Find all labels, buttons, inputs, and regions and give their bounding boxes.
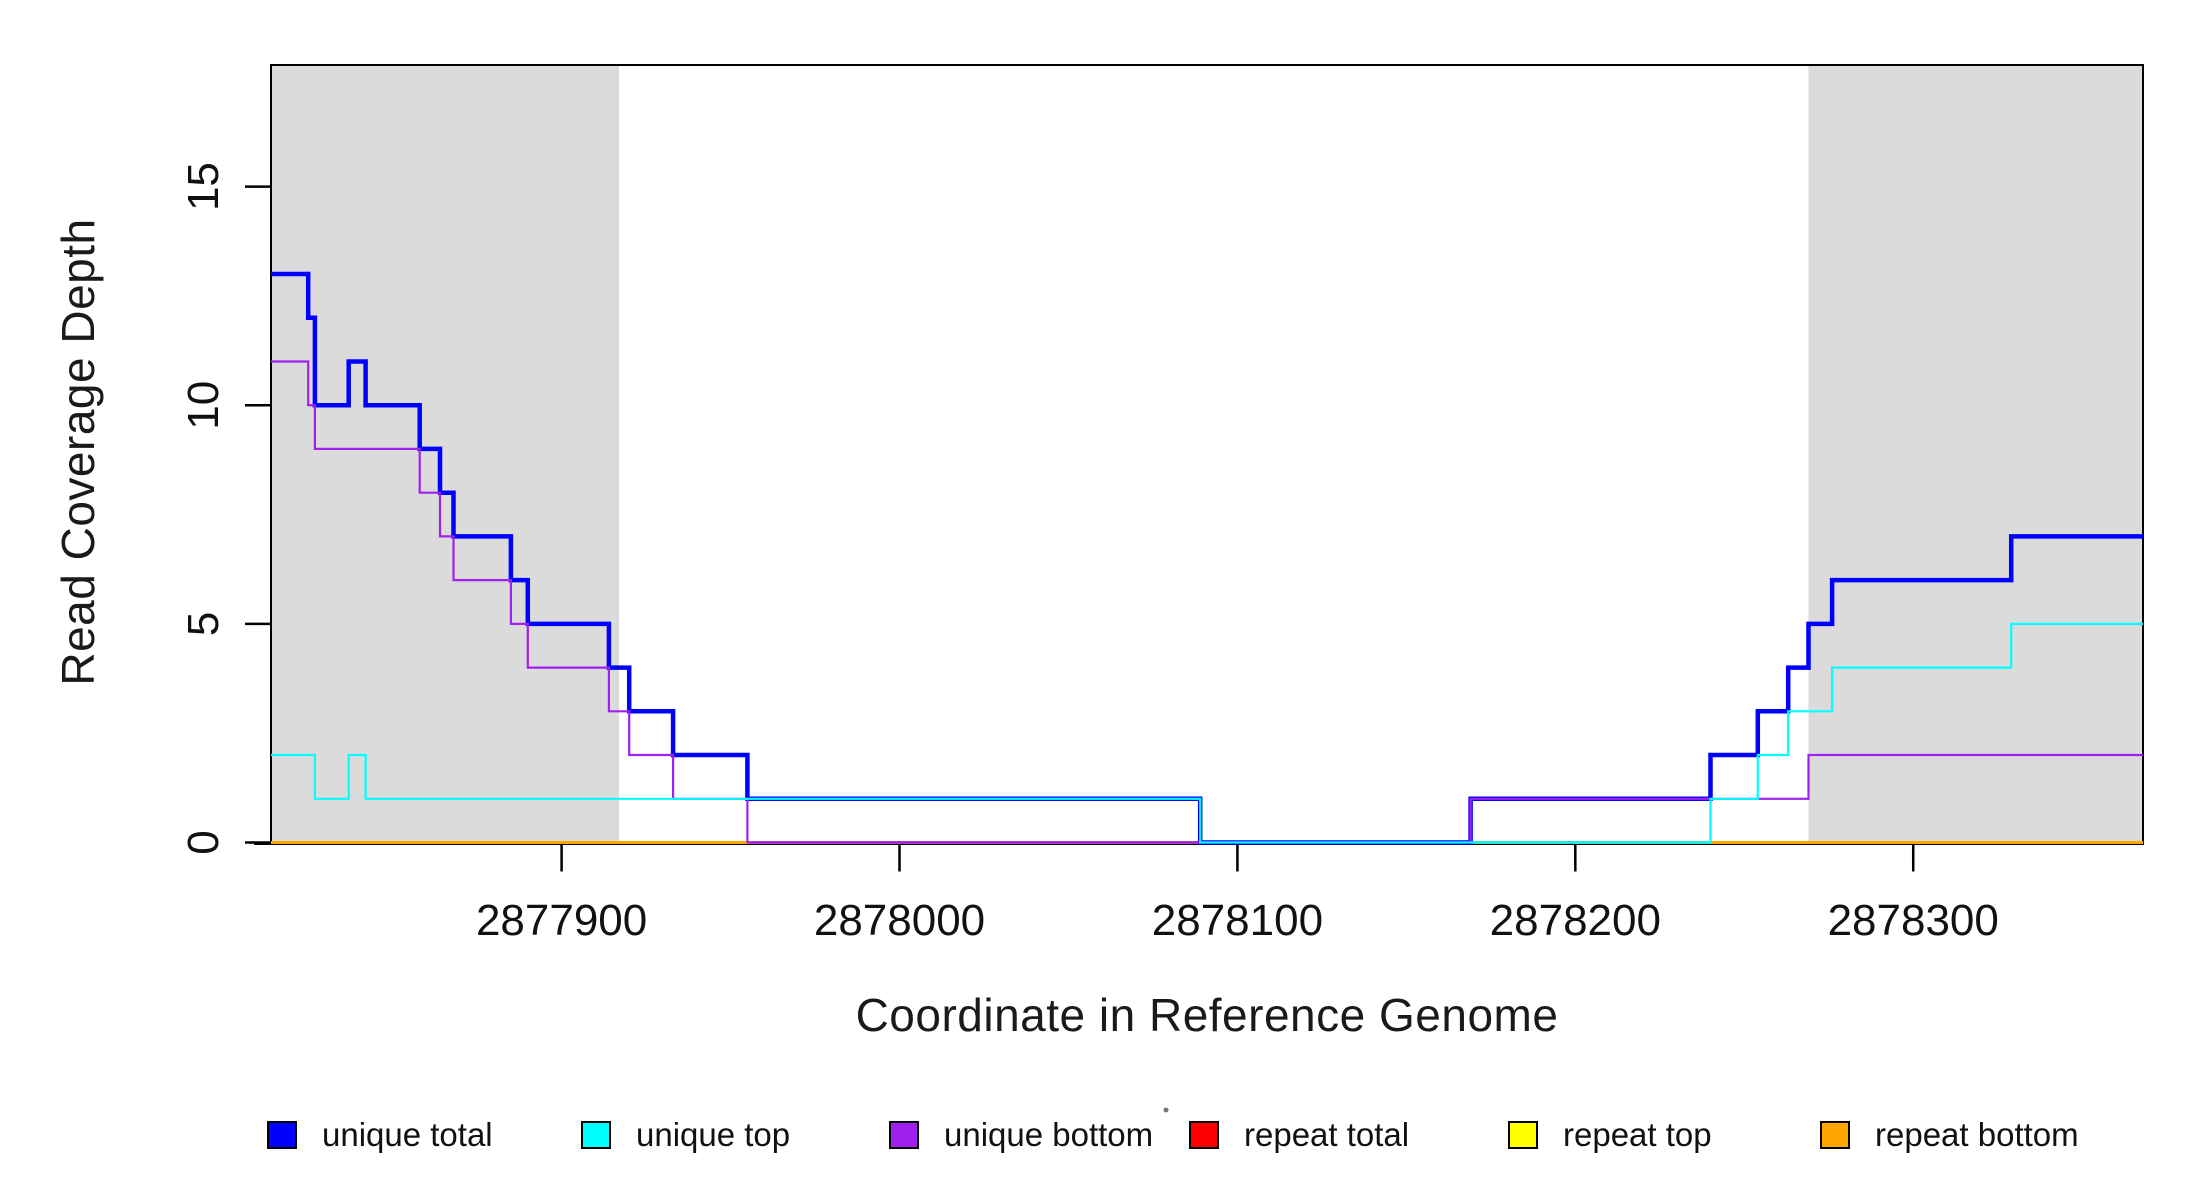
x-tick-label: 2878300	[1828, 896, 1999, 945]
x-tick-label: 2877900	[476, 896, 647, 945]
x-tick-label: 2878000	[814, 896, 985, 945]
legend-swatch-repeat-top	[1508, 1121, 1538, 1149]
legend-label-unique-bottom: unique bottom	[944, 1116, 1154, 1153]
legend-label-repeat-total: repeat total	[1244, 1116, 1410, 1153]
right-shaded-region	[1808, 66, 2143, 845]
y-tick-label: 0	[179, 830, 228, 854]
legend-item-unique-total: unique total	[267, 1116, 493, 1153]
legend-swatch-unique-total	[267, 1121, 297, 1149]
legend-label-repeat-bottom: repeat bottom	[1875, 1116, 2079, 1153]
legend-swatch-repeat-bottom	[1820, 1121, 1850, 1149]
legend-swatch-unique-bottom	[889, 1121, 919, 1149]
series-unique-total	[271, 271, 2143, 845]
stray-dot	[1163, 1107, 1169, 1113]
x-tick-label: 2878100	[1152, 896, 1323, 945]
legend-label-unique-total: unique total	[322, 1116, 493, 1153]
legend-swatch-unique-top	[581, 1121, 611, 1149]
legend-swatch-repeat-total	[1189, 1121, 1219, 1149]
series-unique-bottom	[271, 360, 2143, 844]
legend-item-unique-bottom: unique bottom	[889, 1116, 1154, 1153]
y-tick-label: 15	[179, 162, 228, 211]
legend-item-repeat-total: repeat total	[1189, 1116, 1410, 1153]
legend-item-repeat-top: repeat top	[1508, 1116, 1712, 1153]
series-unique-top	[271, 622, 2143, 844]
x-tick-label: 2878200	[1490, 896, 1661, 945]
legend-item-repeat-bottom: repeat bottom	[1820, 1116, 2079, 1153]
left-shaded-region	[271, 66, 620, 845]
legend-item-unique-top: unique top	[581, 1116, 791, 1153]
y-tick-label: 5	[179, 612, 228, 636]
y-axis-title: Read Coverage Depth	[52, 218, 104, 686]
legend-label-repeat-top: repeat top	[1563, 1116, 1712, 1153]
y-tick-label: 10	[179, 381, 228, 430]
legend-label-unique-top: unique top	[636, 1116, 791, 1153]
x-axis-title: Coordinate in Reference Genome	[855, 989, 1559, 1041]
